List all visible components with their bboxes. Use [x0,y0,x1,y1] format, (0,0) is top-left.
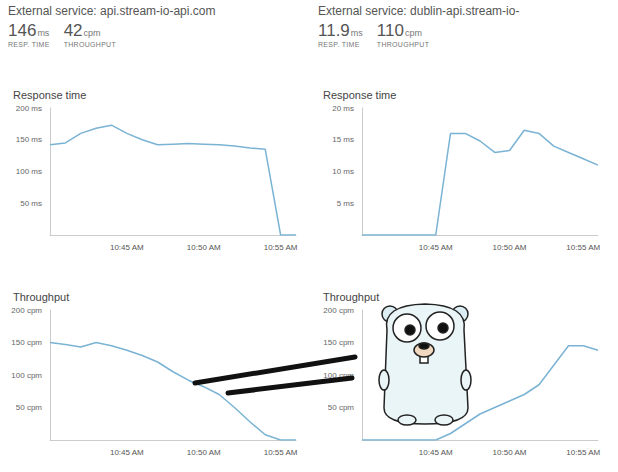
svg-text:150 cpm: 150 cpm [11,338,42,347]
svg-text:10:55 AM: 10:55 AM [566,243,600,252]
svg-text:10:45 AM: 10:45 AM [110,243,144,252]
svg-text:100 cpm: 100 cpm [323,371,354,380]
svg-text:10:50 AM: 10:50 AM [493,448,527,457]
svg-text:Response time: Response time [13,89,86,101]
svg-text:5 ms: 5 ms [337,199,354,208]
svg-text:150 ms: 150 ms [16,135,42,144]
svg-text:200 ms: 200 ms [16,104,42,113]
svg-text:10:55 AM: 10:55 AM [566,448,600,457]
svg-text:15 ms: 15 ms [332,135,354,144]
svg-text:50 cpm: 50 cpm [16,403,43,412]
svg-text:100 ms: 100 ms [16,167,42,176]
html-text:RESP. TIME: RESP. TIME [8,41,50,48]
html-text:External service: api.stream-i: External service: api.stream-io-api.com [8,4,216,18]
svg-text:10:45 AM: 10:45 AM [110,448,144,457]
svg-text:150 cpm: 150 cpm [323,338,354,347]
svg-text:10:50 AM: 10:50 AM [493,243,527,252]
svg-text:100 cpm: 100 cpm [11,371,42,380]
svg-text:200 cpm: 200 cpm [323,306,354,315]
svg-text:20 ms: 20 ms [332,104,354,113]
svg-text:50 cpm: 50 cpm [328,403,355,412]
svg-text:10:50 AM: 10:50 AM [187,448,221,457]
svg-text:10:45 AM: 10:45 AM [419,243,453,252]
html-text:146ms: 146ms [8,21,50,40]
svg-text:10:45 AM: 10:45 AM [419,448,453,457]
svg-text:Throughput: Throughput [13,291,69,303]
svg-text:Throughput: Throughput [323,291,379,303]
svg-text:10:50 AM: 10:50 AM [187,243,221,252]
html-text:42cpm: 42cpm [63,21,101,40]
html-text:External service: dublin-api.s: External service: dublin-api.stream-io- [318,4,520,18]
html-text:THROUGHPUT: THROUGHPUT [63,41,116,48]
svg-text:200 cpm: 200 cpm [11,306,42,315]
html-text:11.9ms: 11.9ms [318,21,363,40]
html-text:THROUGHPUT: THROUGHPUT [376,41,430,48]
svg-text:10 ms: 10 ms [332,167,354,176]
svg-text:10:55 AM: 10:55 AM [264,243,298,252]
html-text:RESP. TIME: RESP. TIME [318,41,360,48]
svg-text:50 ms: 50 ms [20,199,42,208]
svg-text:10:55 AM: 10:55 AM [264,448,298,457]
html-text:110cpm: 110cpm [376,21,422,40]
svg-text:Response time: Response time [323,89,396,101]
